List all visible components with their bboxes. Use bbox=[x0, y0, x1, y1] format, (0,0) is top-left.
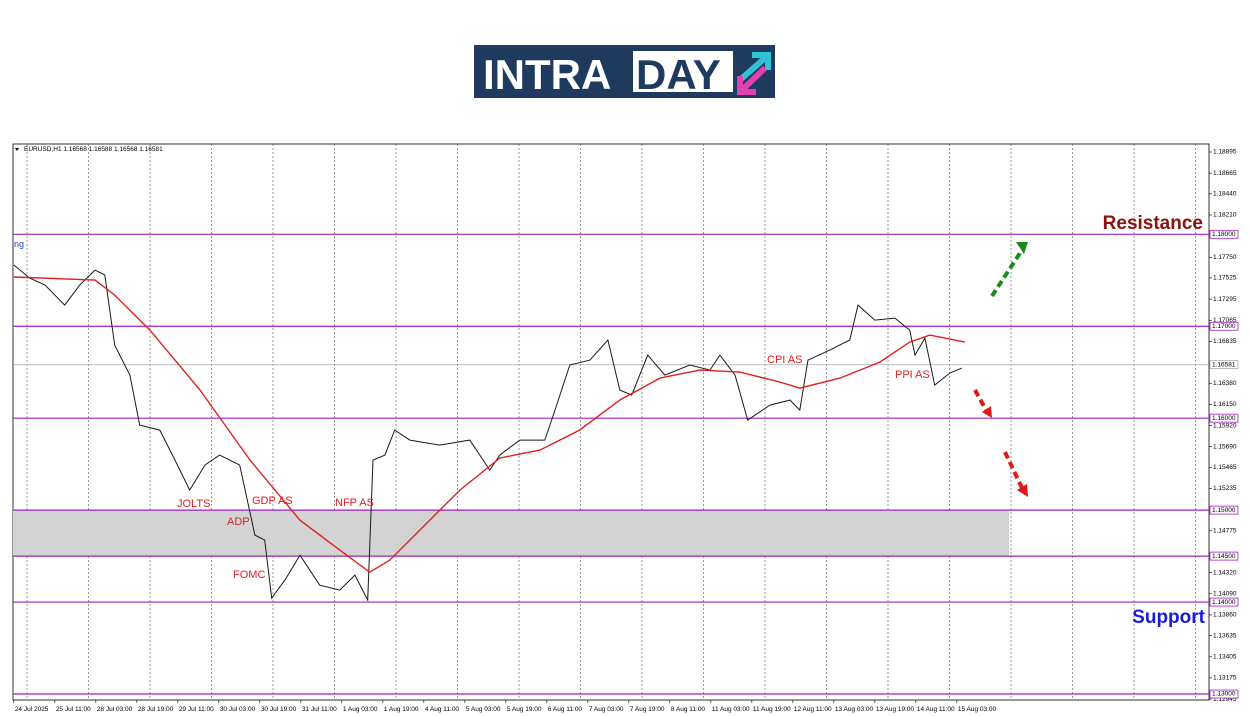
annotation: GDP AS bbox=[252, 495, 293, 507]
y-tick-label: 1.17065 bbox=[1213, 317, 1237, 324]
annotation: ADP bbox=[227, 516, 250, 528]
support-label: Support bbox=[1132, 607, 1205, 628]
chart-header: EURUSD,H1 1.16568 1.16588 1.16568 1.1658… bbox=[24, 146, 163, 153]
x-tick-label: 4 Aug 11:00 bbox=[425, 706, 460, 713]
x-tick-label: 6 Aug 11:00 bbox=[548, 706, 583, 713]
logo-box bbox=[633, 51, 733, 92]
level-label: 1.14500 bbox=[1212, 553, 1236, 560]
x-tick-label: 12 Aug 11:00 bbox=[794, 706, 832, 713]
level-label: 1.14000 bbox=[1212, 599, 1236, 606]
logo-arrow bbox=[737, 65, 768, 95]
plot-area bbox=[13, 233, 1209, 695]
arrow bbox=[973, 389, 988, 411]
arrows bbox=[973, 242, 1028, 497]
zone bbox=[13, 510, 1009, 557]
corner-note: ng bbox=[14, 239, 24, 249]
arrow-head bbox=[982, 406, 992, 418]
y-tick-label: 1.17525 bbox=[1213, 275, 1237, 282]
level-label: 1.13000 bbox=[1212, 691, 1236, 698]
y-tick-label: 1.15235 bbox=[1213, 485, 1237, 492]
price-line bbox=[13, 264, 962, 603]
y-tick-label: 1.15920 bbox=[1213, 422, 1237, 429]
x-tick-label: 14 Aug 11:00 bbox=[917, 706, 955, 713]
price-line bbox=[13, 276, 966, 574]
level-box bbox=[1209, 689, 1239, 699]
level-box bbox=[1209, 413, 1239, 423]
arrow-head bbox=[1017, 484, 1028, 497]
x-tick-label: 30 Jul 03:00 bbox=[220, 706, 256, 713]
y-tick-label: 1.17750 bbox=[1213, 254, 1237, 261]
x-tick-label: 25 Jul 11:00 bbox=[56, 706, 91, 713]
x-tick-label: 11 Aug 03:00 bbox=[712, 706, 750, 713]
x-tick-label: 1 Aug 03:00 bbox=[343, 706, 378, 713]
level-label: 1.16000 bbox=[1212, 415, 1236, 422]
level-label: 1.15000 bbox=[1212, 507, 1236, 514]
x-tick-label: 15 Aug 03:00 bbox=[958, 706, 997, 713]
arrow bbox=[1003, 451, 1024, 489]
annotation: JOLTS bbox=[177, 498, 210, 510]
y-tick-label: 1.18210 bbox=[1213, 212, 1237, 219]
x-tick-label: 8 Aug 11:00 bbox=[671, 706, 706, 713]
arrow bbox=[990, 248, 1024, 298]
y-tick-label: 1.16150 bbox=[1213, 401, 1237, 408]
x-tick-label: 11 Aug 19:00 bbox=[753, 706, 791, 713]
y-tick-label: 1.16835 bbox=[1213, 338, 1237, 345]
y-tick-label: 1.18895 bbox=[1213, 149, 1237, 156]
y-tick-label: 1.13405 bbox=[1213, 654, 1237, 661]
level-box bbox=[1209, 505, 1239, 515]
y-tick-label: 1.14320 bbox=[1213, 569, 1237, 576]
x-tick-label: 24 Jul 2025 bbox=[15, 706, 49, 713]
resistance-label: Resistance bbox=[1103, 213, 1203, 234]
x-tick-label: 7 Aug 03:00 bbox=[589, 706, 624, 713]
x-tick-label: 5 Aug 19:00 bbox=[507, 706, 542, 713]
x-tick-label: 5 Aug 03:00 bbox=[466, 706, 501, 713]
x-tick-label: 28 Jul 03:00 bbox=[97, 706, 133, 713]
level-box bbox=[1209, 229, 1239, 239]
logo-text: DAY bbox=[636, 51, 721, 98]
y-tick-label: 1.18440 bbox=[1213, 191, 1237, 198]
current-price-label: 1.16581 bbox=[1212, 361, 1236, 368]
x-tick-label: 13 Aug 19:00 bbox=[876, 706, 915, 713]
x-tick-label: 31 Jul 11:00 bbox=[302, 706, 337, 713]
x-tick-label: 28 Jul 19:00 bbox=[138, 706, 174, 713]
annotation: CPI AS bbox=[767, 354, 802, 366]
y-tick-label: 1.14090 bbox=[1213, 591, 1237, 598]
level-box bbox=[1209, 321, 1239, 331]
level-box bbox=[1209, 597, 1239, 607]
annotation: FOMC bbox=[233, 569, 265, 581]
x-tick-label: 1 Aug 19:00 bbox=[384, 706, 419, 713]
x-tick-label: 13 Aug 03:00 bbox=[835, 706, 874, 713]
x-tick-label: 30 Jul 19:00 bbox=[261, 706, 297, 713]
y-tick-label: 1.13635 bbox=[1213, 632, 1237, 639]
vertical-grid bbox=[26, 144, 1196, 700]
level-label: 1.18000 bbox=[1212, 231, 1236, 238]
annotation: PPI AS bbox=[895, 369, 930, 381]
annotation: NFP AS bbox=[335, 497, 374, 509]
y-tick-label: 1.13860 bbox=[1213, 612, 1237, 619]
level-box bbox=[1209, 551, 1239, 561]
x-tick-label: 7 Aug 19:00 bbox=[630, 706, 665, 713]
axis: 1.18895 1.18665 1.18440 1.18210 1.17750 1.175… bbox=[13, 149, 1239, 713]
level-label: 1.17000 bbox=[1212, 323, 1236, 330]
y-tick-label: 1.17295 bbox=[1213, 296, 1237, 303]
plot-frame bbox=[12, 143, 1210, 701]
y-tick-label: 1.14775 bbox=[1213, 528, 1237, 535]
current-price-box bbox=[1209, 360, 1239, 370]
y-tick-label: 1.15690 bbox=[1213, 443, 1237, 450]
y-tick-label: 1.18665 bbox=[1213, 170, 1237, 177]
y-tick-label: 1.16380 bbox=[1213, 380, 1237, 387]
header-icon bbox=[15, 148, 19, 151]
arrow-head bbox=[1016, 242, 1028, 254]
y-tick-label: 1.12945 bbox=[1213, 696, 1237, 703]
logo: INTRA DAY bbox=[474, 45, 775, 98]
logo-arrow bbox=[738, 52, 771, 83]
y-tick-label: 1.15465 bbox=[1213, 464, 1237, 471]
logo-text: INTRA bbox=[483, 51, 611, 98]
y-tick-label: 1.13175 bbox=[1213, 675, 1237, 682]
x-tick-label: 29 Jul 11:00 bbox=[179, 706, 214, 713]
